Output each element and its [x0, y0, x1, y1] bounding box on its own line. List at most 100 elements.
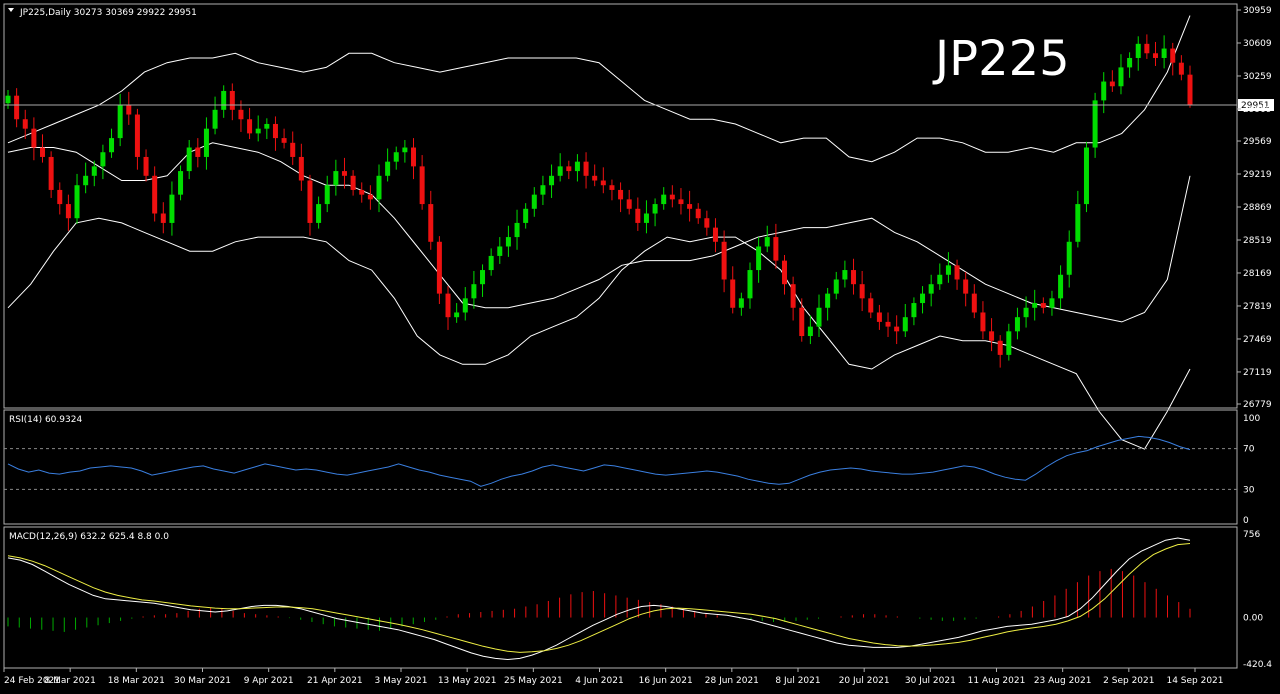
bollinger-lower-band — [7, 217, 1191, 450]
price-axis-label: 27469 — [1243, 335, 1272, 345]
candle-body — [117, 105, 123, 139]
candle-body — [83, 175, 89, 186]
time-axis-label: 25 May 2021 — [504, 676, 563, 686]
candle-body — [203, 128, 209, 157]
candle-body — [402, 147, 408, 153]
candle-body — [238, 109, 244, 120]
candle-body — [937, 274, 943, 285]
collapse-triangle-icon[interactable] — [8, 8, 14, 12]
rsi-panel[interactable]: RSI(14) 60.9324 100 70 30 0 — [3, 409, 1260, 526]
candle-body — [1032, 303, 1038, 308]
macd-axis-label: 756 — [1243, 530, 1260, 540]
candle-body — [609, 185, 615, 190]
price-panel-header: JP225,Daily 30273 30369 29922 29951 — [19, 8, 197, 18]
candle-body — [376, 175, 382, 200]
candle-body — [462, 298, 468, 313]
candle-body — [652, 204, 658, 214]
candle-body — [1066, 241, 1072, 275]
candle-body — [109, 138, 115, 153]
time-axis-label: 11 Aug 2021 — [968, 676, 1026, 686]
time-axis-label: 18 Mar 2021 — [108, 676, 165, 686]
candle-body — [842, 270, 848, 280]
candle-body — [5, 95, 11, 104]
candle-body — [65, 204, 71, 219]
time-axis-label: 30 Mar 2021 — [174, 676, 231, 686]
candle-body — [74, 185, 80, 219]
candle-body — [316, 204, 322, 223]
candle-body — [281, 138, 287, 143]
candle-body — [40, 147, 46, 157]
candle-body — [480, 270, 486, 285]
candle-body — [160, 213, 166, 223]
candle-body — [385, 161, 391, 176]
time-axis-label: 16 Jun 2021 — [639, 676, 693, 686]
price-axis-label: 28169 — [1243, 269, 1272, 279]
candle-body — [1152, 53, 1158, 58]
candle-body — [307, 180, 313, 223]
candle-body — [756, 246, 762, 271]
price-axis-label: 30609 — [1243, 39, 1272, 49]
candle-body — [57, 189, 63, 205]
candle-body — [963, 279, 969, 294]
candle-body — [920, 293, 926, 304]
candle-body — [1014, 317, 1020, 332]
candle-body — [574, 161, 580, 172]
time-axis-label: 3 May 2021 — [375, 676, 428, 686]
candle-body — [341, 171, 347, 176]
candle-body — [505, 237, 511, 247]
candle-body — [454, 312, 460, 318]
candle-body — [419, 166, 425, 205]
price-panel-frame — [3, 3, 1238, 409]
candle-body — [643, 213, 649, 223]
candle-body — [911, 303, 917, 318]
rsi-axis-label: 0 — [1243, 516, 1249, 526]
candle-body — [1075, 204, 1081, 242]
bollinger-upper-band — [7, 15, 1191, 163]
current-price-tag — [1238, 99, 1274, 112]
macd-panel-header: MACD(12,26,9) 632.2 625.4 8.8 0.0 — [9, 532, 169, 542]
candle-body — [1092, 100, 1098, 148]
candle-body — [195, 147, 201, 157]
candle-body — [31, 128, 37, 148]
candle-body — [1144, 43, 1150, 54]
candle-body — [592, 175, 598, 181]
candle-body — [169, 194, 175, 223]
price-axis-label: 26779 — [1243, 400, 1272, 410]
candle-body — [989, 331, 995, 341]
time-axis-label: 9 Apr 2021 — [244, 676, 294, 686]
macd-panel[interactable]: MACD(12,26,9) 632.2 625.4 8.8 0.0 756 0.0… — [3, 526, 1272, 670]
candle-body — [1170, 48, 1176, 63]
candle-body — [894, 326, 900, 332]
candle-body — [523, 208, 529, 223]
price-axis-label: 30259 — [1243, 72, 1272, 82]
candle-body — [126, 105, 132, 115]
candle-body — [885, 321, 891, 327]
price-panel[interactable]: JP225,Daily 30273 30369 29922 29951 JP22… — [3, 3, 1274, 450]
candle-body — [704, 218, 710, 228]
time-axis-label: 28 Jun 2021 — [705, 676, 759, 686]
candle-body — [1127, 57, 1133, 68]
candle-body — [1178, 62, 1184, 75]
candle-body — [721, 241, 727, 280]
symbol-watermark: JP225 — [932, 31, 1070, 87]
candle-body — [557, 166, 563, 176]
candle-body — [902, 317, 908, 332]
price-axis-label: 29569 — [1243, 137, 1272, 147]
candle-body — [851, 270, 857, 285]
price-axis-label: 28519 — [1243, 236, 1272, 246]
time-axis-label: 13 May 2021 — [438, 676, 497, 686]
candle-body — [436, 241, 442, 294]
candle-body — [255, 128, 261, 134]
candle-body — [1135, 43, 1141, 58]
candle-body — [367, 194, 373, 200]
candle-body — [178, 171, 184, 195]
candle-body — [411, 147, 417, 167]
candle-body — [272, 123, 278, 139]
candle-body — [635, 208, 641, 223]
candle-body — [1187, 74, 1193, 106]
candle-body — [1006, 331, 1012, 355]
candle-body — [566, 166, 572, 172]
candle-body — [91, 166, 97, 176]
